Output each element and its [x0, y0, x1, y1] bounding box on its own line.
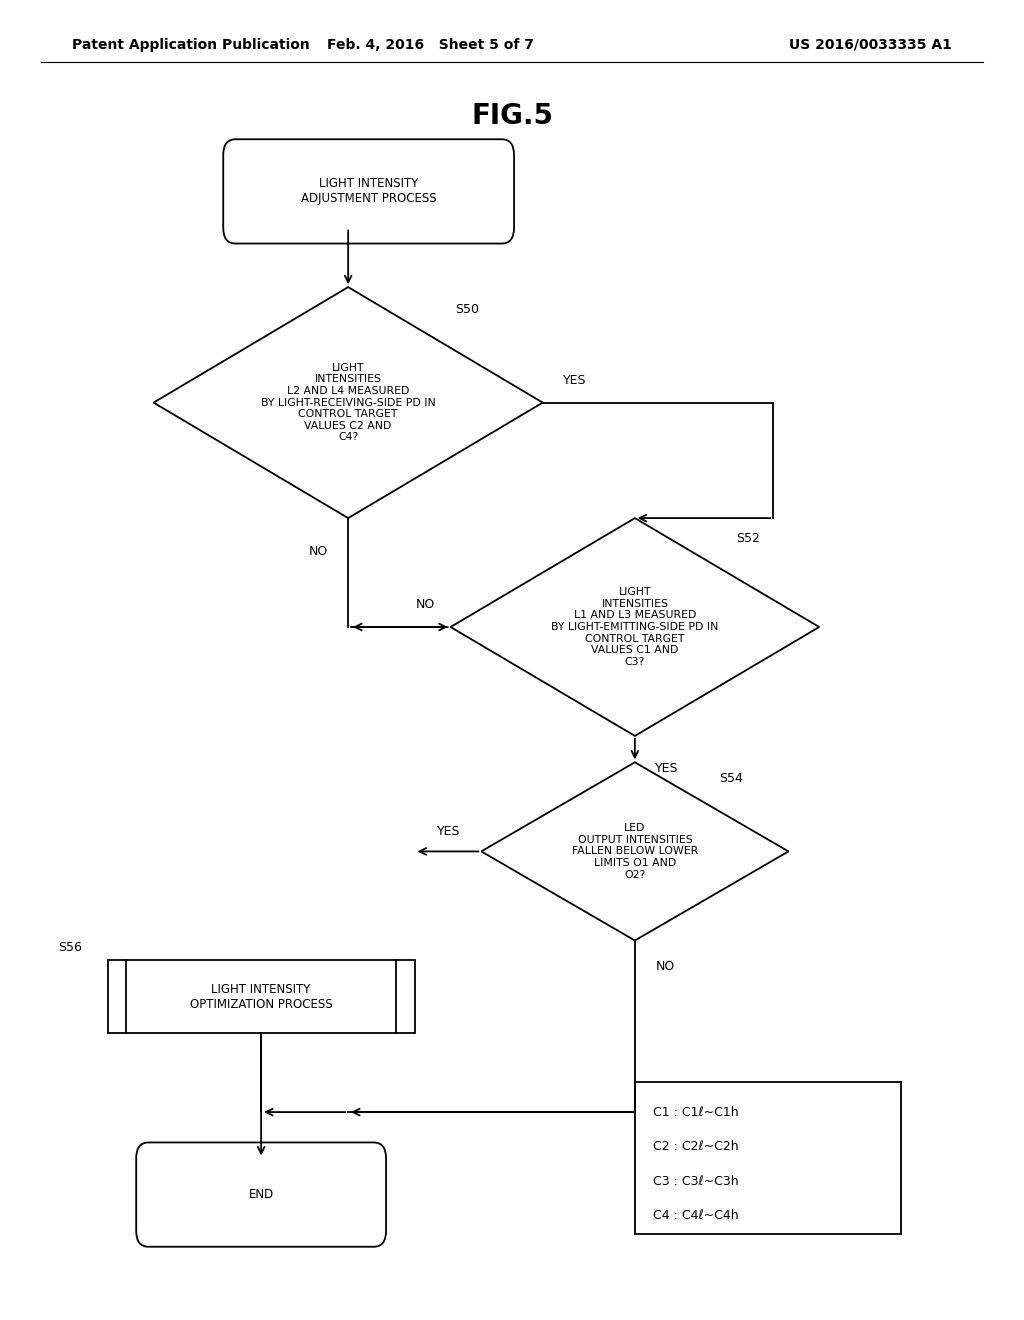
Text: C2 : C2ℓ∼C2h: C2 : C2ℓ∼C2h	[653, 1140, 739, 1154]
Text: LIGHT
INTENSITIES
L2 AND L4 MEASURED
BY LIGHT-RECEIVING-SIDE PD IN
CONTROL TARGE: LIGHT INTENSITIES L2 AND L4 MEASURED BY …	[261, 363, 435, 442]
Text: S54: S54	[719, 772, 743, 784]
Text: NO: NO	[416, 598, 435, 611]
FancyBboxPatch shape	[223, 140, 514, 243]
Text: FIG.5: FIG.5	[471, 102, 553, 131]
Polygon shape	[154, 288, 543, 519]
Text: LIGHT INTENSITY
OPTIMIZATION PROCESS: LIGHT INTENSITY OPTIMIZATION PROCESS	[189, 982, 333, 1011]
Text: S52: S52	[736, 532, 760, 545]
Text: LIGHT INTENSITY
ADJUSTMENT PROCESS: LIGHT INTENSITY ADJUSTMENT PROCESS	[301, 177, 436, 206]
Text: LIGHT
INTENSITIES
L1 AND L3 MEASURED
BY LIGHT-EMITTING-SIDE PD IN
CONTROL TARGET: LIGHT INTENSITIES L1 AND L3 MEASURED BY …	[551, 587, 719, 667]
Bar	[635, 1082, 901, 1234]
Text: C4 : C4ℓ∼C4h: C4 : C4ℓ∼C4h	[653, 1209, 739, 1222]
Text: LED
OUTPUT INTENSITIES
FALLEN BELOW LOWER
LIMITS O1 AND
O2?: LED OUTPUT INTENSITIES FALLEN BELOW LOWE…	[571, 824, 698, 879]
Text: YES: YES	[437, 825, 461, 838]
Text: END: END	[249, 1188, 273, 1201]
Polygon shape	[481, 763, 788, 940]
Text: Feb. 4, 2016   Sheet 5 of 7: Feb. 4, 2016 Sheet 5 of 7	[327, 38, 534, 51]
Text: Patent Application Publication: Patent Application Publication	[72, 38, 309, 51]
Text: C3 : C3ℓ∼C3h: C3 : C3ℓ∼C3h	[653, 1175, 739, 1188]
Text: NO: NO	[308, 545, 328, 557]
Polygon shape	[451, 517, 819, 737]
FancyBboxPatch shape	[136, 1142, 386, 1246]
Text: NO: NO	[655, 961, 675, 973]
Text: YES: YES	[655, 763, 679, 775]
Text: S50: S50	[455, 304, 479, 315]
Text: US 2016/0033335 A1: US 2016/0033335 A1	[790, 38, 952, 51]
Text: C1 : C1ℓ∼C1h: C1 : C1ℓ∼C1h	[653, 1106, 739, 1119]
Bar	[108, 961, 415, 1032]
Text: S56: S56	[58, 941, 82, 953]
Text: YES: YES	[563, 374, 587, 387]
